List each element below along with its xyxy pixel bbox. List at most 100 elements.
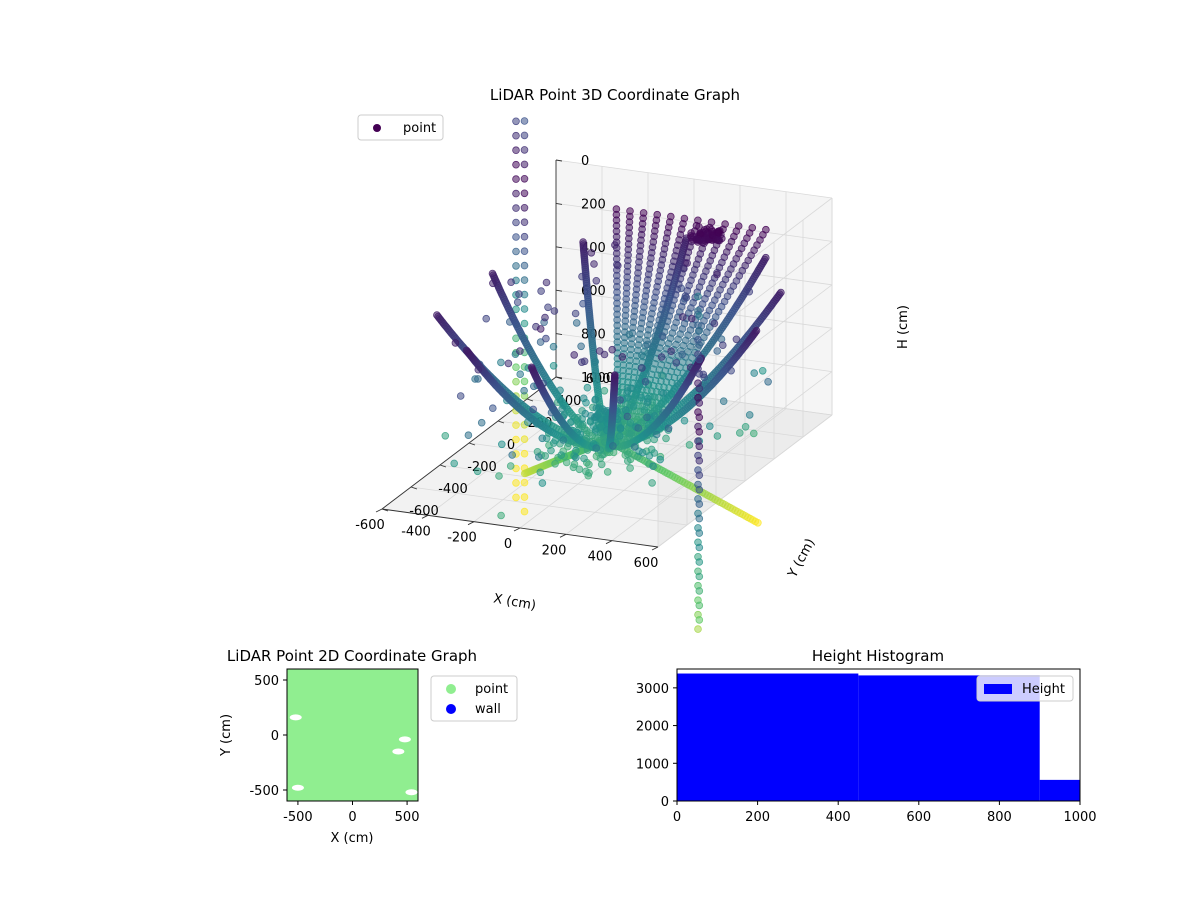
plot3d-point	[579, 394, 588, 403]
plot3d-point	[559, 436, 567, 444]
plot3d-point	[450, 459, 459, 468]
plot3d-point	[477, 418, 486, 427]
plot3d-x-tick	[605, 540, 613, 545]
plot3d-point	[659, 389, 668, 397]
plot3d-point	[497, 511, 505, 520]
plot3d-point	[549, 361, 558, 370]
plot3d-y-tick	[410, 486, 418, 490]
plot3d-point	[695, 456, 704, 465]
plot3d-point	[664, 424, 673, 433]
plot3d-point	[482, 314, 491, 323]
plot3d-point	[534, 453, 543, 461]
histogram-x-tick-label: 1000	[1063, 810, 1096, 825]
plot3d-x-tick	[421, 514, 429, 519]
plot3d-point	[512, 160, 520, 169]
plot3d: LiDAR Point 3D Coordinate Graph -600 -400…	[355, 86, 911, 633]
plot3d-point	[713, 432, 722, 440]
plot3d-point	[695, 587, 704, 595]
plot3d-point	[512, 493, 520, 502]
plot3d-z-tick	[555, 376, 563, 379]
plot3d-point	[695, 341, 704, 349]
plot3d-point	[643, 413, 651, 422]
plot3d-point	[727, 366, 735, 375]
plot3d-point	[572, 453, 580, 462]
plot2d-point-area	[287, 669, 418, 801]
plot3d-point	[537, 287, 545, 295]
plot3d-point	[551, 459, 559, 468]
plot3d-point	[682, 293, 691, 302]
plot3d-point	[672, 358, 681, 367]
plot3d-points	[433, 117, 785, 633]
histogram-x-tick-label: 0	[673, 810, 681, 825]
plot3d-y-tick	[381, 508, 389, 512]
plot3d-point	[641, 377, 650, 386]
plot3d-point	[497, 358, 505, 367]
plot3d-point	[695, 413, 704, 422]
plot3d-point	[600, 386, 609, 395]
plot3d-x-axis-label: X (cm)	[492, 591, 537, 613]
plot3d-y-tick	[468, 442, 476, 446]
plot3d-point	[520, 377, 529, 386]
plot3d-point	[557, 451, 565, 459]
plot2d-x-tick-label: -500	[283, 810, 313, 825]
plot3d-point	[520, 160, 529, 169]
plot3d-point	[520, 493, 529, 501]
plot3d-point	[732, 335, 741, 344]
plot3d-point	[538, 434, 547, 443]
plot3d-point	[587, 249, 596, 257]
plot2d-gap	[291, 784, 304, 791]
plot3d-y-axis-label: Y (cm)	[785, 536, 818, 581]
plot3d-point	[623, 457, 632, 465]
plot3d-point	[695, 370, 704, 378]
plot3d-x-tick	[513, 527, 521, 532]
plot3d-point	[685, 441, 694, 449]
plot3d-point	[520, 449, 529, 458]
plot3d-x-tick	[651, 546, 659, 551]
plot3d-point	[488, 404, 497, 413]
plot3d-point	[683, 259, 691, 267]
plot3d-point	[611, 371, 619, 379]
plot3d-x-tick-label: 400	[588, 550, 613, 565]
plot3d-point	[585, 460, 593, 469]
histogram-legend-label: Height	[1022, 682, 1065, 697]
plot3d-point	[544, 303, 552, 312]
histogram-x-tick-label: 800	[987, 810, 1012, 825]
plot3d-point	[520, 232, 529, 241]
plot3d-point	[695, 384, 704, 393]
plot3d-point	[572, 446, 580, 455]
plot3d-point	[626, 464, 634, 472]
plot3d-z-tick-label: 200	[581, 197, 606, 212]
plot3d-point	[571, 309, 580, 318]
plot3d-point	[572, 319, 581, 327]
plot3d-point	[658, 332, 667, 340]
plot3d-point	[713, 270, 721, 279]
plot3d-point	[713, 347, 721, 355]
plot3d-point	[591, 426, 600, 434]
plot3d-point	[551, 436, 560, 445]
histogram-legend-swatch	[984, 684, 1012, 694]
plot3d-point	[629, 402, 638, 411]
plot3d-point	[520, 146, 529, 154]
plot3d-gridline	[657, 414, 833, 548]
plot3d-point	[656, 455, 664, 464]
plot2d-x-axis-label: X (cm)	[331, 831, 374, 846]
plot3d-point	[695, 442, 704, 451]
plot3d-point	[695, 427, 704, 436]
plot3d-point	[695, 355, 704, 364]
plot3d-point	[623, 393, 632, 402]
plot3d-point	[508, 451, 517, 459]
plot3d-point	[745, 287, 754, 296]
plot3d-point	[536, 468, 545, 477]
plot3d-point	[512, 262, 520, 270]
plot3d-point	[626, 419, 635, 427]
plot3d-point	[520, 117, 529, 125]
plot3d-point	[592, 276, 601, 285]
plot3d-point	[712, 235, 721, 244]
plot3d-point	[634, 424, 642, 432]
plot3d-x-tick	[375, 508, 383, 513]
plot3d-point	[616, 424, 625, 432]
plot3d-point	[512, 131, 520, 140]
histogram-y-tick-label: 3000	[636, 682, 669, 697]
plot3d-point	[643, 340, 652, 349]
histogram: Height Histogram 0 200 400 600 800 1000 0 1000 2…	[636, 647, 1097, 825]
